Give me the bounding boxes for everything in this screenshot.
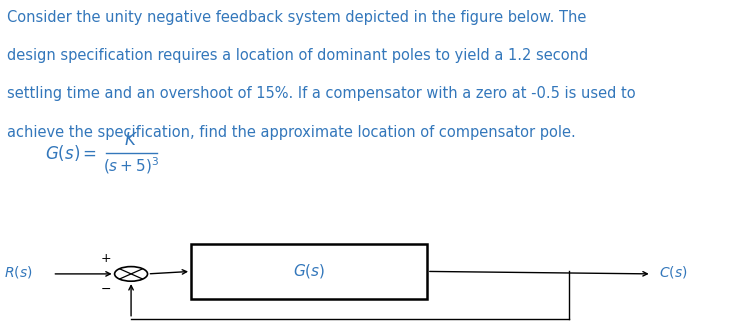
Text: $K$: $K$ — [124, 131, 138, 149]
Text: Consider the unity negative feedback system depicted in the figure below. The: Consider the unity negative feedback sys… — [7, 10, 587, 25]
FancyBboxPatch shape — [191, 244, 427, 299]
Text: −: − — [100, 283, 111, 296]
Text: $C(s)$: $C(s)$ — [659, 264, 688, 280]
Text: achieve the specification, find the approximate location of compensator pole.: achieve the specification, find the appr… — [7, 124, 576, 139]
Text: $(s + 5)^3$: $(s + 5)^3$ — [103, 155, 160, 176]
Text: $G(s) =$: $G(s) =$ — [45, 143, 97, 163]
Text: settling time and an overshoot of 15%. If a compensator with a zero at -0.5 is u: settling time and an overshoot of 15%. I… — [7, 86, 636, 101]
Text: $R(s)$: $R(s)$ — [4, 264, 32, 280]
Text: +: + — [100, 252, 111, 265]
Text: design specification requires a location of dominant poles to yield a 1.2 second: design specification requires a location… — [7, 48, 589, 63]
Text: $G(s)$: $G(s)$ — [293, 262, 325, 281]
